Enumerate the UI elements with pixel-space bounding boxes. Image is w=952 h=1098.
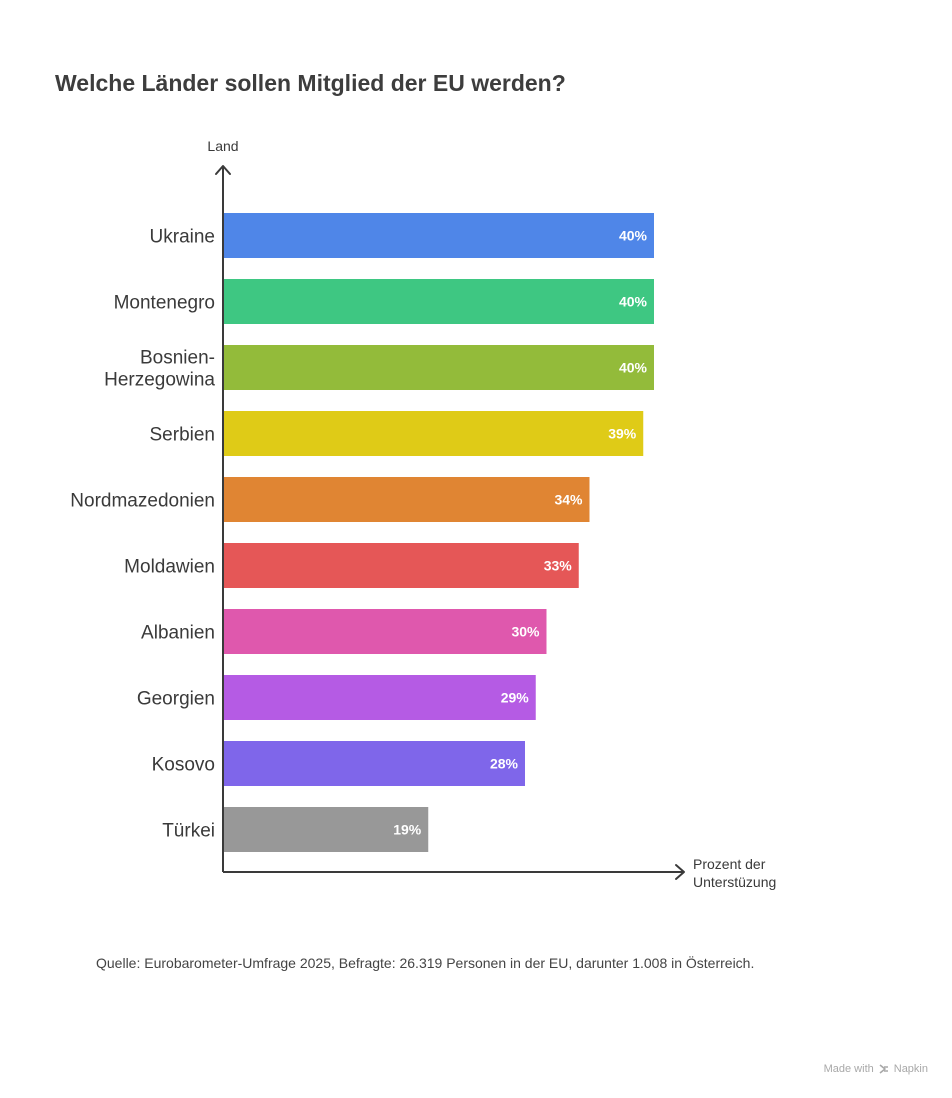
x-axis-arrow-icon	[675, 864, 685, 880]
bar	[224, 213, 654, 258]
category-label-line: Kosovo	[152, 755, 215, 776]
y-axis-arrow-icon	[215, 165, 231, 175]
chart-labels: Land Prozent der Unterstüzung 40% Ukraine 40%…	[70, 138, 776, 890]
chart-axes	[215, 165, 685, 880]
bar-value-label: 29%	[501, 690, 530, 706]
category-label-line: Montenegro	[114, 293, 215, 314]
source-note: Quelle: Eurobarometer-Umfrage 2025, Befr…	[96, 955, 755, 971]
made-with-napkin: Made with Napkin	[824, 1063, 928, 1075]
category-label: Montenegro	[114, 293, 215, 314]
category-label-line: Moldawien	[124, 557, 215, 578]
napkin-brand-label: Napkin	[893, 1063, 928, 1075]
bar-value-label: 34%	[554, 492, 583, 508]
y-axis-title: Land	[207, 138, 238, 154]
category-label-line: Türkei	[162, 821, 215, 842]
category-label-line: Ukraine	[150, 227, 215, 248]
category-label: Georgien	[137, 689, 215, 710]
bar-value-label: 40%	[619, 360, 648, 376]
napkin-logo-icon	[879, 1064, 888, 1074]
bar-value-label: 40%	[619, 228, 648, 244]
category-label-line: Herzegowina	[104, 370, 215, 391]
bar-value-label: 30%	[511, 624, 540, 640]
category-label: Moldawien	[124, 557, 215, 578]
bar	[224, 411, 644, 456]
bar-chart: Land Prozent der Unterstüzung 40% Ukraine 40%…	[70, 138, 776, 890]
category-label-line: Serbien	[150, 425, 216, 446]
chart-bars	[224, 213, 654, 852]
bar-value-label: 19%	[393, 822, 422, 838]
x-axis-title: Prozent der Unterstüzung	[693, 856, 776, 890]
category-label: Kosovo	[152, 755, 215, 776]
category-label: Nordmazedonien	[70, 491, 215, 512]
bar	[224, 477, 590, 522]
category-label: Türkei	[162, 821, 215, 842]
bar	[224, 675, 536, 720]
bar	[224, 345, 654, 390]
category-label-line: Bosnien-	[140, 348, 215, 369]
chart-title: Welche Länder sollen Mitglied der EU wer…	[55, 70, 566, 96]
category-label-line: Nordmazedonien	[70, 491, 215, 512]
made-with-label: Made with	[823, 1063, 874, 1075]
bar-value-label: 28%	[490, 756, 519, 772]
category-label: Serbien	[150, 425, 216, 446]
category-label-line: Georgien	[137, 689, 215, 710]
category-label: Ukraine	[150, 227, 215, 248]
bar-value-label: 39%	[608, 426, 637, 442]
bar	[224, 609, 547, 654]
bar	[224, 807, 429, 852]
bar-value-label: 33%	[544, 558, 573, 574]
category-label-line: Albanien	[141, 623, 215, 644]
bar	[224, 279, 654, 324]
category-label: Bosnien-Herzegowina	[104, 348, 215, 391]
bar	[224, 543, 579, 588]
category-label: Albanien	[141, 623, 215, 644]
bar-value-label: 40%	[619, 294, 648, 310]
bar	[224, 741, 525, 786]
x-axis-title-line: Unterstüzung	[693, 874, 776, 890]
x-axis-title-line: Prozent der	[693, 856, 766, 872]
